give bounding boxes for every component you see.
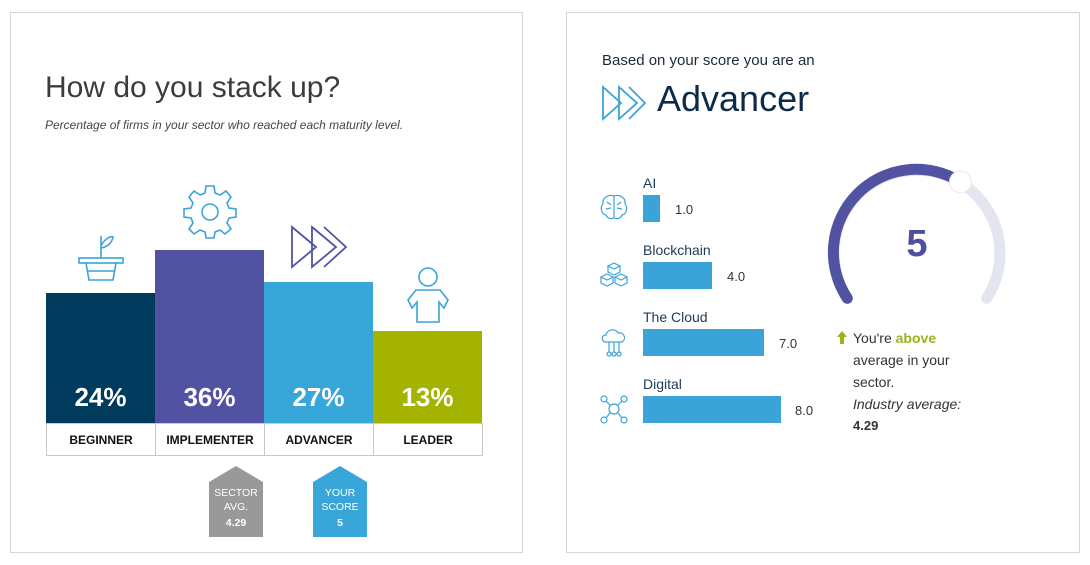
skill-name-cloud: The Cloud [643,309,708,325]
average-comparison: You're above average in your sector. Ind… [853,327,961,437]
comparison-text: average in your [853,352,950,368]
skill-bar-blockchain [643,262,712,289]
skill-name-digital: Digital [643,376,682,392]
skill-value-blockchain: 4.0 [727,269,746,284]
result-intro: Based on your score you are an [602,52,815,69]
skill-name-ai: AI [643,175,657,191]
brain-icon [600,194,628,220]
cloud-icon [601,329,626,357]
skill-value-digital: 8.0 [795,403,814,418]
panel-subtitle: Percentage of firms in your sector who r… [45,118,404,132]
your-score-marker: YOUR SCORE 5 [313,466,367,537]
skill-bar-digital [643,396,781,423]
network-icon [600,395,628,424]
skill-bar-cloud [643,329,764,356]
score-result-panel: Based on your score you are an Advancer … [566,12,1080,553]
marker-line: SCORE [321,501,359,513]
gear-icon [183,185,237,239]
panel-title: How do you stack up? [45,71,341,104]
comparison-emphasis: above [895,330,937,346]
bar-percent: 36% [183,382,236,412]
score-gauge [827,163,1006,304]
industry-average-label: Industry average: [853,396,962,412]
fast-forward-icon [602,85,647,121]
marker-value: 5 [337,517,343,529]
bar-implementer: 36% [155,250,264,423]
skill-name-blockchain: Blockchain [643,242,711,258]
gauge-score-value: 5 [906,223,928,265]
bar-percent: 13% [401,382,454,412]
bar-leader: 13% [373,331,482,423]
level-label-leader: LEADER [373,423,483,456]
marker-value: 4.29 [225,517,247,529]
skill-bar-ai [643,195,660,222]
marker-line: YOUR [324,487,356,499]
comparison-text: sector. [853,374,895,390]
level-label-advancer: ADVANCER [264,423,374,456]
bar-percent: 27% [292,382,345,412]
marker-line: AVG. [223,501,249,513]
plant-icon [78,235,124,281]
level-label-implementer: IMPLEMENTER [155,423,265,456]
bar-advancer: 27% [264,282,373,423]
bar-beginner: 24% [46,293,155,423]
bar-percent: 24% [74,382,127,412]
maturity-level-title: Advancer [657,78,810,119]
comparison-prefix: You're [853,330,892,346]
marker-line: SECTOR [214,487,258,499]
level-label-beginner: BEGINNER [46,423,156,456]
skill-value-ai: 1.0 [675,202,694,217]
blockchain-icon [599,262,629,287]
gauge-knob [949,170,972,194]
person-icon [407,267,449,323]
sector-average-marker: SECTOR AVG. 4.29 [209,466,263,537]
fast-forward-icon [291,225,348,269]
skill-value-cloud: 7.0 [779,336,798,351]
industry-average-value: 4.29 [853,418,879,433]
arrow-up-icon [837,331,847,344]
maturity-comparison-panel: How do you stack up? Percentage of firms… [10,12,523,553]
